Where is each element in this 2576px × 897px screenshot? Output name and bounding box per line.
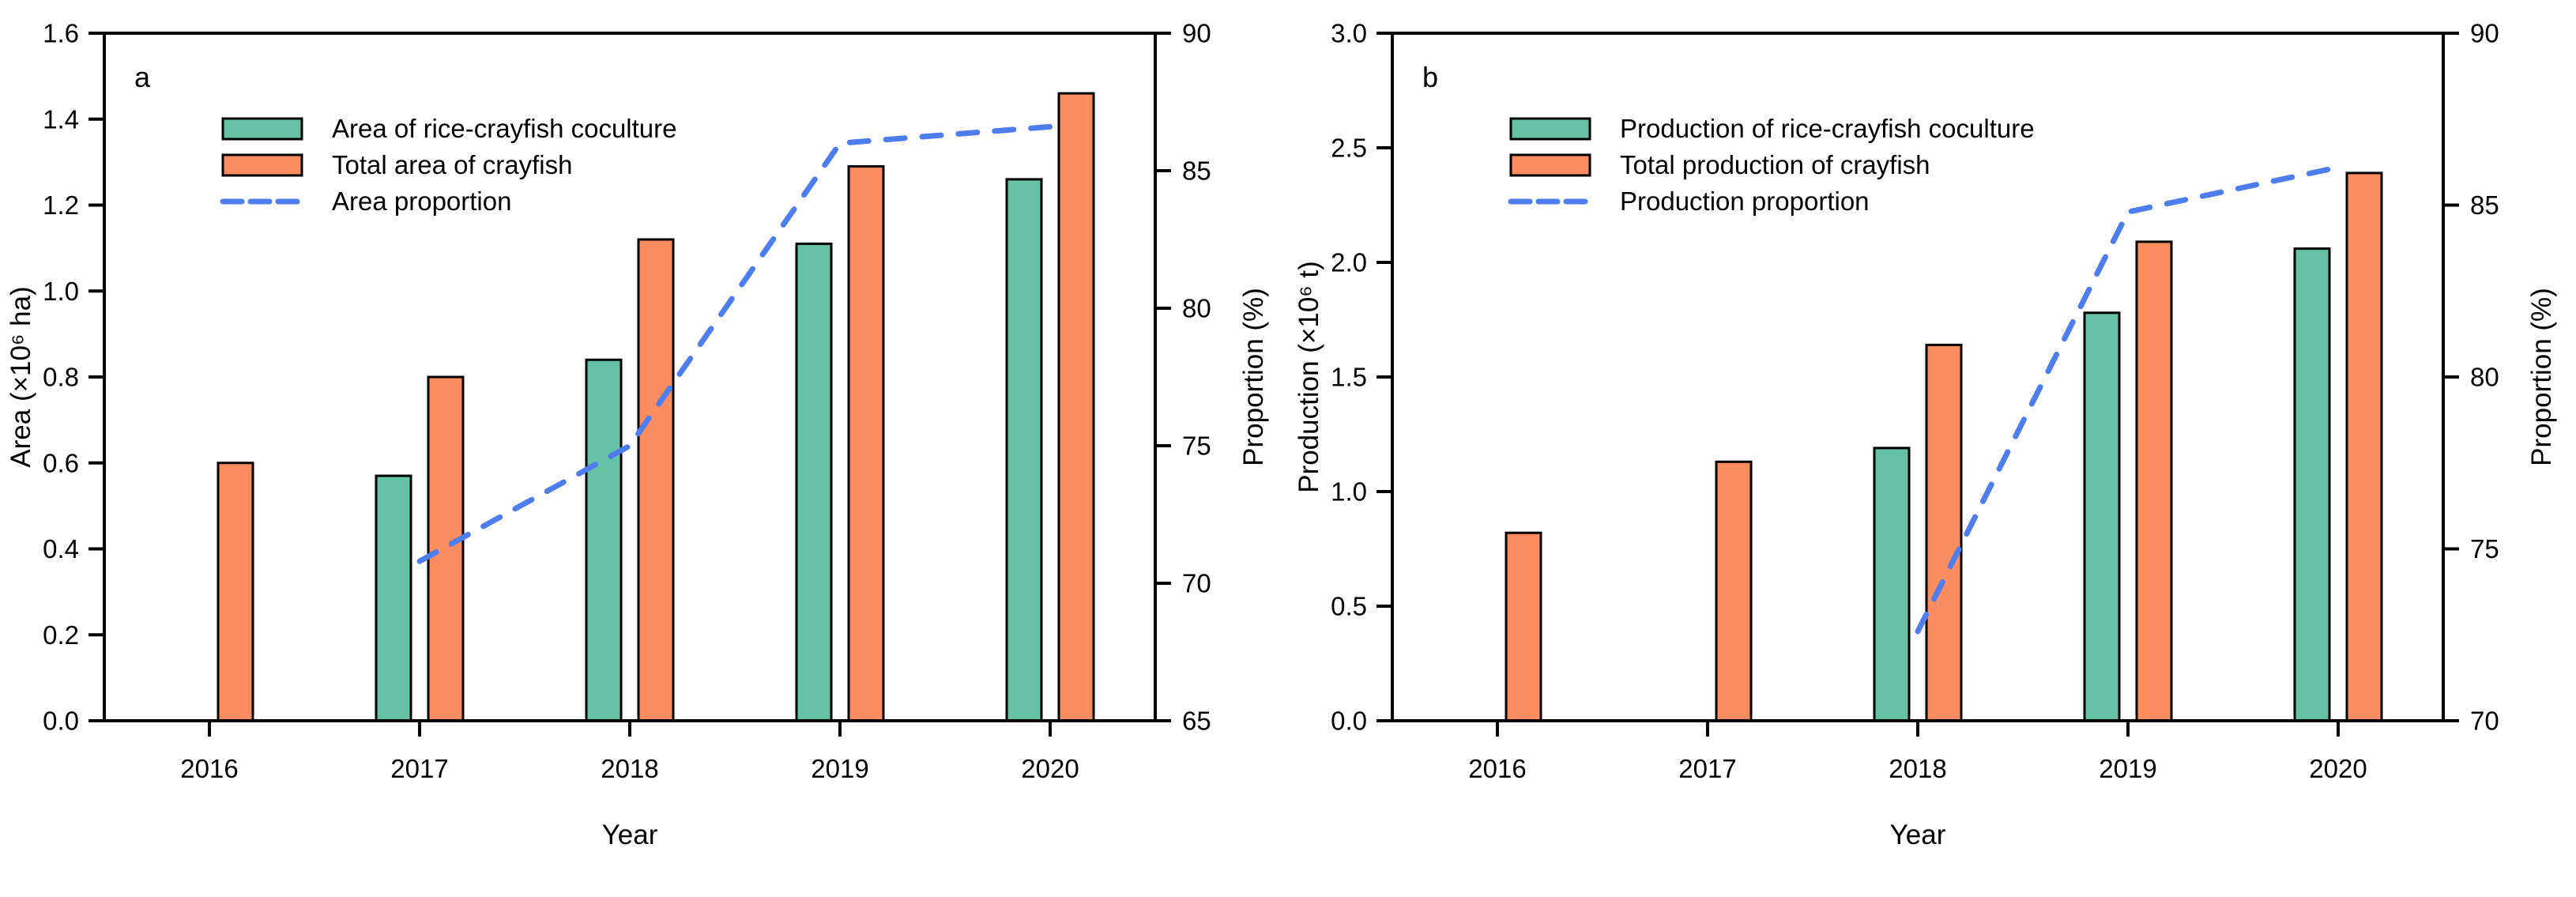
total-bar-2017 — [1715, 460, 1753, 722]
left-axis-tick-label: 3.0 — [1331, 19, 1367, 48]
x-axis-tick-label: 2019 — [2099, 754, 2156, 783]
panel-b-bars — [1505, 171, 2383, 722]
left-axis-tick-label: 1.0 — [43, 277, 79, 306]
panel-a-axes-and-ticks: 0.0 0.2 0.4 0.6 0.8 1.0 1.2 1.4 1.6 65 70 75 80 85 90 2… — [43, 19, 1211, 783]
coculture-bar-2020 — [2293, 247, 2331, 722]
left-axis-tick-label: 0.8 — [43, 363, 79, 392]
total-bar-2020 — [2345, 171, 2383, 722]
panel-a-x-axis-title: Year — [602, 820, 658, 850]
x-axis-tick-label: 2018 — [601, 754, 658, 783]
left-axis-tick-label: 1.4 — [43, 104, 79, 134]
total-bar-2017 — [427, 375, 465, 722]
total-bar-2019 — [847, 165, 885, 722]
coculture-bar-2019 — [2083, 311, 2121, 722]
legend-label-total: Total area of crayfish — [332, 150, 572, 179]
left-axis-tick-label: 0.0 — [43, 707, 79, 736]
x-axis-tick-label: 2019 — [811, 754, 868, 783]
x-axis-tick-label: 2020 — [1021, 754, 1079, 783]
panel-a-plot-border — [103, 32, 1157, 722]
total-bar-2016 — [1505, 531, 1542, 722]
left-axis-tick-label: 0.6 — [43, 448, 79, 477]
left-axis-tick-label: 1.2 — [43, 190, 79, 220]
panel-b-axes-and-ticks: 0.0 0.5 1.0 1.5 2.0 2.5 3.0 70 75 80 85 90 2016 2017 2… — [1331, 19, 2499, 783]
coculture-legend-swatch — [1509, 117, 1591, 141]
chart-panel-a: 0.0 0.2 0.4 0.6 0.8 1.0 1.2 1.4 1.6 65 70 75 80 85 90 2… — [6, 19, 1269, 850]
x-axis-tick-label: 2016 — [1468, 754, 1526, 783]
left-axis-tick-label: 2.5 — [1331, 134, 1367, 163]
panel-b-x-axis-title: Year — [1890, 820, 1946, 850]
left-axis-tick-label: 0.4 — [43, 534, 79, 563]
left-axis-tick-label: 0.5 — [1331, 592, 1367, 621]
legend-label-coculture: Area of rice-crayfish coculture — [332, 114, 677, 143]
panel-b-letter: b — [1422, 61, 1438, 93]
total-bar-2016 — [217, 462, 254, 722]
total-legend-swatch — [221, 153, 303, 177]
legend-label-coculture: Production of rice-crayfish coculture — [1620, 114, 2035, 143]
panel-a-bars — [217, 92, 1095, 722]
panel-b-right-axis-title: Proportion (%) — [2526, 288, 2557, 466]
x-axis-tick-label: 2017 — [390, 754, 448, 783]
total-bar-2018 — [1925, 343, 1963, 722]
panel-a-proportion-line — [416, 123, 1053, 564]
x-axis-tick-label: 2016 — [180, 754, 238, 783]
panel-b-plot-border — [1391, 32, 2445, 722]
panel-a-plot: 0.0 0.2 0.4 0.6 0.8 1.0 1.2 1.4 1.6 65 70 75 80 85 90 2… — [6, 19, 1269, 850]
x-axis-tick-label: 2017 — [1678, 754, 1736, 783]
panel-b-legend: Production of rice-crayfish coculture To… — [1508, 114, 2035, 216]
coculture-bar-2018 — [1873, 447, 1911, 722]
panel-b-left-axis-title: Production (×10⁶ t) — [1294, 261, 1324, 493]
legend-label-total: Total production of crayfish — [1620, 150, 1930, 179]
left-axis-tick-label: 1.5 — [1331, 363, 1367, 392]
right-axis-tick-label: 85 — [2470, 190, 2499, 220]
panel-a-legend: Area of rice-crayfish coculture Total ar… — [220, 114, 677, 216]
panel-a-right-axis-title: Proportion (%) — [1238, 288, 1269, 466]
panel-b-plot: 0.0 0.5 1.0 1.5 2.0 2.5 3.0 70 75 80 85 90 2016 2017 2… — [1294, 19, 2557, 850]
right-axis-tick-label: 75 — [1182, 432, 1211, 461]
left-axis-tick-label: 0.2 — [43, 620, 79, 650]
legend-label-proportion: Production proportion — [1620, 187, 1870, 216]
right-axis-tick-label: 75 — [2470, 534, 2499, 563]
x-axis-tick-label: 2018 — [1889, 754, 1946, 783]
right-axis-tick-label: 85 — [1182, 156, 1211, 186]
right-axis-tick-label: 90 — [1182, 19, 1211, 48]
right-axis-tick-label: 80 — [2470, 363, 2499, 392]
right-axis-tick-label: 70 — [1182, 569, 1211, 598]
left-axis-tick-label: 1.0 — [1331, 477, 1367, 507]
coculture-bar-2020 — [1005, 178, 1043, 722]
left-axis-tick-label: 0.0 — [1331, 707, 1367, 736]
legend-label-proportion: Area proportion — [332, 187, 511, 216]
left-axis-tick-label: 1.6 — [43, 19, 79, 48]
panel-a-letter: a — [134, 61, 151, 93]
total-bar-2020 — [1057, 92, 1095, 722]
total-bar-2019 — [2135, 240, 2173, 722]
x-axis-tick-label: 2020 — [2309, 754, 2367, 783]
coculture-bar-2019 — [795, 242, 833, 722]
total-bar-2018 — [637, 238, 675, 722]
chart-panel-b: 0.0 0.5 1.0 1.5 2.0 2.5 3.0 70 75 80 85 90 2016 2017 2… — [1288, 0, 2576, 897]
left-axis-tick-label: 2.0 — [1331, 248, 1367, 277]
panel-b-proportion-line — [1915, 164, 2341, 635]
coculture-bar-2018 — [585, 358, 623, 722]
right-axis-tick-label: 70 — [2470, 707, 2499, 736]
right-axis-tick-label: 80 — [1182, 294, 1211, 323]
right-axis-tick-label: 90 — [2470, 19, 2499, 48]
panel-a-left-axis-title: Area (×10⁶ ha) — [6, 286, 36, 467]
right-axis-tick-label: 65 — [1182, 707, 1211, 736]
coculture-legend-swatch — [221, 117, 303, 141]
coculture-bar-2017 — [375, 474, 412, 722]
total-legend-swatch — [1509, 153, 1591, 177]
